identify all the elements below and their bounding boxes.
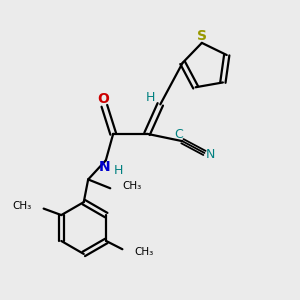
Text: CH₃: CH₃ <box>123 181 142 191</box>
Text: N: N <box>98 160 110 174</box>
Text: C: C <box>175 128 183 141</box>
Text: CH₃: CH₃ <box>12 201 31 211</box>
Text: N: N <box>206 148 215 161</box>
Text: H: H <box>145 92 155 104</box>
Text: CH₃: CH₃ <box>135 247 154 256</box>
Text: S: S <box>197 29 207 44</box>
Text: O: O <box>97 92 109 106</box>
Text: H: H <box>113 164 123 177</box>
